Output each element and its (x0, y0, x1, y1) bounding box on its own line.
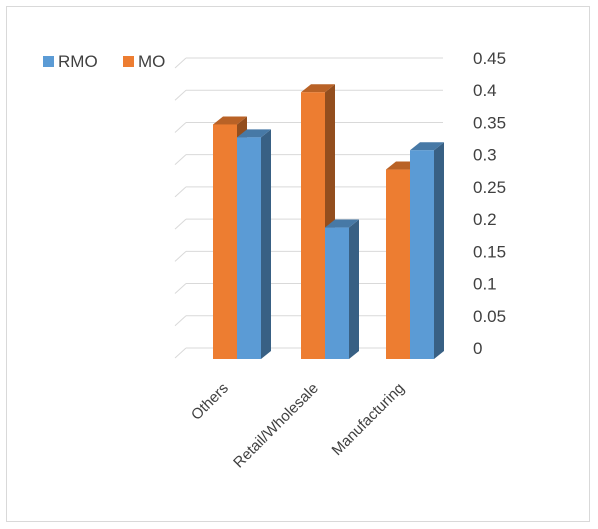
gridline-slant (174, 89, 187, 101)
y-tick-label: 0.25 (473, 178, 506, 197)
bars (213, 84, 444, 359)
y-tick-label: 0.35 (473, 113, 506, 132)
gridline-slant (174, 122, 187, 133)
y-tick-label: 0.45 (473, 49, 506, 68)
bar-rmo-retail-wholesale (325, 219, 359, 359)
legend-label: RMO (58, 52, 98, 71)
gridline-slant (174, 57, 187, 69)
x-category-label: Manufacturing (329, 380, 408, 459)
gridline-slant (174, 347, 187, 359)
y-tick-label: 0.3 (473, 146, 497, 165)
y-tick-label: 0.05 (473, 307, 506, 326)
gridline-slant (174, 250, 187, 262)
y-tick-label: 0.4 (473, 81, 497, 100)
gridline-slant (174, 315, 187, 327)
legend-label: MO (138, 52, 165, 71)
gridline-slant (174, 186, 187, 198)
y-axis-tick-labels: 0 0.05 0.1 0.15 0.2 0.25 0.3 0.35 0.4 0.45 (473, 49, 506, 358)
y-tick-label: 0 (473, 339, 482, 358)
legend: RMO MO (43, 52, 165, 71)
legend-swatch (43, 56, 54, 67)
x-category-label: Retail/Wholesale (230, 380, 322, 472)
legend-entry-rmo: RMO (43, 52, 98, 71)
gridline-slant (174, 154, 187, 166)
chart-frame: 0 0.05 0.1 0.15 0.2 0.25 0.3 0.35 0.4 0.45 Others… (6, 6, 590, 522)
y-tick-label: 0.15 (473, 242, 506, 261)
bar-chart: 0 0.05 0.1 0.15 0.2 0.25 0.3 0.35 0.4 0.45 Others… (43, 49, 506, 472)
legend-swatch (123, 56, 134, 67)
gridline-slant (174, 218, 187, 230)
legend-entry-mo: MO (123, 52, 165, 71)
y-tick-label: 0.2 (473, 210, 497, 229)
y-tick-label: 0.1 (473, 275, 497, 294)
gridline-slant (174, 283, 187, 294)
bar-rmo-manufacturing (410, 142, 444, 359)
bar-rmo-others (237, 129, 271, 359)
x-category-label: Others (188, 380, 232, 424)
